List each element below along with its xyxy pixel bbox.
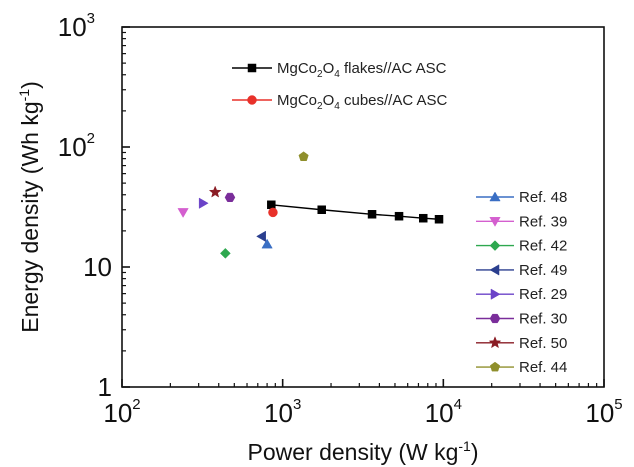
legend-entry: MgCo2O4 cubes//AC ASC	[232, 92, 448, 112]
plot-area: 102 103 104 105 1 10 102 103	[58, 10, 623, 428]
data-point	[267, 200, 276, 210]
legend-entry: Ref. 29	[476, 286, 567, 303]
legend-entry: MgCo2O4 flakes//AC ASC	[232, 60, 447, 80]
series-ref-30	[224, 192, 236, 203]
x-tick-label: 104	[425, 396, 462, 428]
series-ref-50	[208, 185, 222, 198]
legend-label: Ref. 44	[519, 359, 567, 376]
legend-marker	[489, 361, 501, 372]
legend-marker	[489, 240, 501, 251]
legend-marker	[489, 191, 501, 202]
series-ref-44	[298, 151, 309, 162]
data-point	[298, 151, 309, 162]
legend-label: Ref. 42	[519, 238, 567, 255]
legend-entry: Ref. 50	[476, 335, 567, 352]
data-point	[256, 230, 266, 242]
data-point	[177, 208, 189, 218]
data-point	[198, 197, 209, 209]
x-axis-title-sup: -1	[458, 438, 471, 454]
x-axis-title-post: )	[471, 439, 479, 465]
legend-entry: Ref. 30	[476, 311, 567, 328]
x-tick-label: 102	[103, 396, 140, 428]
series-ref-39	[177, 208, 189, 218]
series-ref-48	[261, 238, 273, 249]
y-tick-label: 103	[58, 10, 95, 42]
x-axis-title: Power density (W kg-1)	[247, 438, 478, 465]
legend-marker	[247, 63, 257, 73]
x-tick-label: 105	[585, 396, 622, 428]
legend-label: MgCo2O4 flakes//AC ASC	[277, 60, 447, 80]
plot-frame	[121, 26, 605, 388]
legend-label: Ref. 30	[519, 311, 567, 328]
legend-marker	[489, 313, 501, 324]
data-point	[367, 210, 377, 219]
series-mgco2o4-flakes-ac-asc	[267, 200, 444, 224]
data-point	[268, 207, 278, 218]
legend-entry: Ref. 39	[476, 213, 567, 230]
legend-right: Ref. 48 Ref. 39 Ref. 42 Ref. 49 Ref. 29 Ref. …	[476, 189, 567, 376]
legend-label: Ref. 39	[519, 213, 567, 230]
legend-top: MgCo2O4 flakes//AC ASC MgCo2O4 cubes//AC …	[232, 60, 448, 112]
x-tick-label: 103	[264, 396, 301, 428]
y-axis-title-post: )	[17, 81, 43, 89]
data-point	[434, 214, 444, 224]
y-axis-title: Energy density (Wh kg-1)	[16, 81, 43, 333]
legend-marker	[489, 264, 500, 276]
legend-marker	[489, 217, 501, 227]
data-point	[208, 185, 222, 198]
series-layer	[177, 151, 444, 259]
axis-ticks	[121, 26, 605, 388]
legend-label: Ref. 49	[519, 262, 567, 279]
legend-entry: Ref. 49	[476, 262, 567, 279]
y-tick-label: 102	[58, 130, 95, 162]
legend-label: Ref. 29	[519, 286, 567, 303]
axis-tick-labels: 102 103 104 105 1 10 102 103	[58, 10, 623, 428]
y-tick-label: 1	[98, 372, 112, 402]
data-point	[261, 238, 273, 249]
legend-label: Ref. 50	[519, 335, 567, 352]
legend-marker	[247, 95, 257, 105]
legend-marker	[490, 288, 501, 300]
data-point	[220, 247, 231, 259]
series-ref-29	[198, 197, 209, 209]
legend-label: MgCo2O4 cubes//AC ASC	[277, 92, 448, 112]
legend-entry: Ref. 42	[476, 238, 567, 255]
data-point	[419, 213, 428, 223]
series-ref-49	[256, 230, 266, 242]
series-mgco2o4-cubes-ac-asc	[268, 207, 278, 218]
legend-label: Ref. 48	[519, 189, 567, 206]
data-point	[394, 211, 404, 221]
data-point	[224, 192, 236, 203]
y-tick-label: 10	[83, 252, 112, 282]
series-line	[271, 204, 440, 220]
legend-entry: Ref. 44	[476, 359, 567, 376]
data-point	[317, 205, 326, 214]
y-axis-title-sup: -1	[16, 89, 32, 102]
series-ref-42	[220, 247, 231, 259]
legend-entry: Ref. 48	[476, 189, 567, 206]
legend-marker	[488, 336, 502, 349]
